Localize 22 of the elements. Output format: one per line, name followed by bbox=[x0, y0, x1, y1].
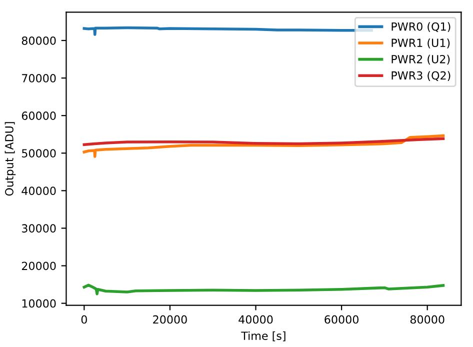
x-tick-label: 80000 bbox=[410, 315, 444, 324]
legend-label: PWR0 (Q1) bbox=[392, 22, 450, 32]
x-axis-title: Time [s] bbox=[241, 331, 286, 342]
x-tick-label: 20000 bbox=[153, 315, 187, 324]
line-series bbox=[82, 284, 445, 296]
y-tick-label: 60000 bbox=[22, 112, 56, 120]
legend-label: PWR2 (U2) bbox=[392, 54, 450, 65]
line-series bbox=[82, 137, 445, 146]
legend-label: PWR3 (Q2) bbox=[392, 71, 450, 81]
x-tick-label: 40000 bbox=[238, 315, 273, 324]
y-axis-title: Output [ADU] bbox=[4, 122, 16, 196]
x-tick-label: 60000 bbox=[324, 315, 358, 324]
line-series bbox=[82, 134, 445, 158]
y-tick-label: 10000 bbox=[22, 299, 56, 308]
y-tick-label: 30000 bbox=[22, 224, 56, 233]
x-tick-label: 0 bbox=[81, 315, 87, 324]
y-tick-label: 70000 bbox=[22, 74, 56, 82]
legend-label: PWR1 (U1) bbox=[392, 38, 450, 48]
y-tick-label: 20000 bbox=[22, 262, 56, 270]
y-tick-label: 50000 bbox=[22, 149, 56, 158]
y-tick-label: 40000 bbox=[22, 186, 56, 196]
y-tick-label: 80000 bbox=[22, 36, 56, 45]
